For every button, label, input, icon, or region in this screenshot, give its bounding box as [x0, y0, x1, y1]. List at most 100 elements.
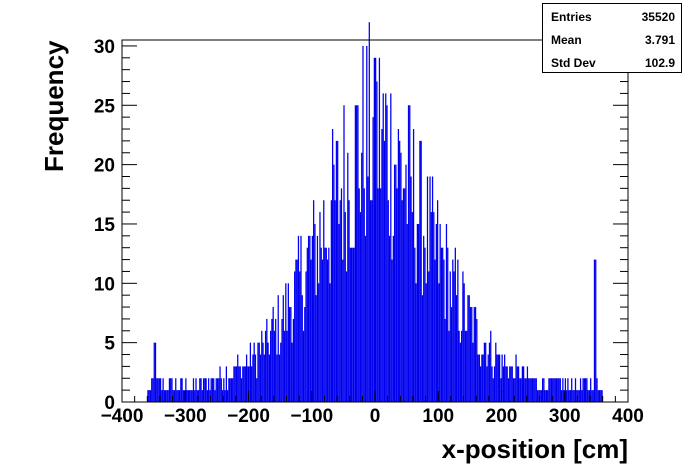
histogram-bar — [563, 390, 565, 402]
histogram-bar — [280, 342, 282, 402]
histogram-bar — [219, 366, 221, 402]
histogram-bar — [560, 390, 563, 402]
histogram-bar — [454, 247, 456, 402]
histogram-bar — [213, 378, 215, 402]
histogram-bar — [581, 390, 583, 402]
histogram-bar — [177, 390, 179, 402]
histogram-bar — [588, 390, 591, 402]
histogram-bar — [545, 390, 548, 402]
histogram-bar — [262, 342, 264, 402]
histogram-bar — [595, 259, 597, 402]
histogram-bar — [474, 307, 477, 402]
histogram-bar — [412, 129, 415, 402]
histogram-bar — [531, 378, 534, 402]
histogram-bar — [405, 164, 407, 402]
histogram-bar — [368, 22, 370, 403]
histogram-bar — [524, 378, 526, 402]
histogram-bar — [249, 342, 252, 402]
histogram-bar — [573, 390, 575, 402]
histogram-bar — [218, 378, 220, 402]
histogram-bar — [601, 390, 603, 402]
histogram-bar — [486, 366, 488, 402]
histogram-bar — [182, 390, 184, 402]
histogram-bar — [367, 176, 369, 402]
histogram-bar — [225, 366, 227, 402]
histogram-bar — [209, 390, 211, 402]
stats-row-mean: Mean 3.791 — [543, 28, 681, 51]
histogram-bar — [242, 366, 244, 402]
histogram-bar — [453, 271, 455, 402]
histogram-bar — [439, 223, 441, 402]
histogram-bar — [349, 247, 351, 402]
histogram-bar — [567, 378, 569, 402]
stats-row-entries: Entries 35520 — [543, 5, 681, 28]
histogram-bar — [290, 307, 292, 402]
histogram-bar — [450, 307, 453, 402]
histogram-bar — [568, 390, 570, 402]
histogram-bar — [535, 378, 537, 402]
histogram-bar — [300, 235, 302, 402]
histogram-bar — [388, 235, 391, 402]
histogram-bar — [444, 318, 446, 402]
histogram-bar — [297, 235, 300, 402]
histogram-bar — [357, 105, 359, 402]
histogram-bar — [282, 295, 284, 402]
histogram-bar — [292, 318, 295, 402]
histogram-bar — [433, 212, 435, 402]
histogram-bar — [442, 247, 444, 402]
histogram-bar — [256, 378, 258, 402]
histogram-bar — [516, 366, 518, 402]
histogram-bar — [235, 366, 238, 402]
histogram-bar — [192, 378, 195, 402]
y-tick-label: 5 — [104, 334, 115, 355]
histogram-bar — [162, 378, 164, 402]
histogram-bar — [168, 378, 171, 402]
histogram-bar — [510, 366, 512, 402]
histogram-bar — [200, 378, 202, 402]
histogram-bar — [152, 378, 154, 402]
histogram-bar — [347, 152, 349, 402]
histogram-bar — [307, 235, 310, 402]
histogram-bar — [515, 354, 517, 402]
histogram-bar — [243, 366, 245, 402]
histogram-bar — [519, 378, 521, 402]
histogram-bar — [244, 366, 246, 402]
histogram-bar — [239, 366, 241, 402]
histogram-bar — [353, 247, 355, 402]
histogram-bar — [158, 378, 160, 402]
histogram-bar — [287, 283, 289, 402]
histogram-bar — [506, 366, 508, 402]
histogram-bar — [491, 366, 493, 402]
histogram-bar — [321, 259, 324, 402]
histogram-bar — [430, 212, 432, 402]
histogram-bar — [534, 378, 536, 402]
histogram-bar — [512, 378, 515, 402]
histogram-bar — [187, 390, 190, 402]
histogram-bar — [301, 295, 303, 402]
histogram-bars — [147, 22, 603, 403]
histogram-bar — [329, 283, 331, 402]
histogram-bar — [425, 283, 427, 402]
y-tick-label: 15 — [94, 215, 116, 236]
histogram-bar — [472, 342, 474, 402]
histogram-bar — [387, 200, 389, 402]
histogram-bar — [463, 283, 465, 402]
histogram-bar — [201, 390, 203, 402]
histogram-bar — [264, 330, 267, 402]
histogram-bar — [178, 390, 181, 402]
histogram-bar — [467, 295, 469, 402]
histogram-bar — [569, 390, 572, 402]
histogram-bar — [210, 378, 212, 402]
histogram-bar — [230, 378, 233, 402]
histogram-bar — [285, 283, 287, 402]
histogram-bar — [356, 105, 358, 402]
x-axis-title: x-position [cm] — [442, 434, 628, 464]
histogram-bar — [418, 223, 420, 402]
histogram-bar — [267, 342, 269, 402]
histogram-bar — [252, 354, 254, 402]
histogram-bar — [386, 105, 388, 402]
histogram-bar — [414, 247, 416, 402]
histogram-bar — [438, 283, 440, 402]
histogram-bar — [377, 188, 379, 402]
histogram-bar — [395, 164, 397, 402]
